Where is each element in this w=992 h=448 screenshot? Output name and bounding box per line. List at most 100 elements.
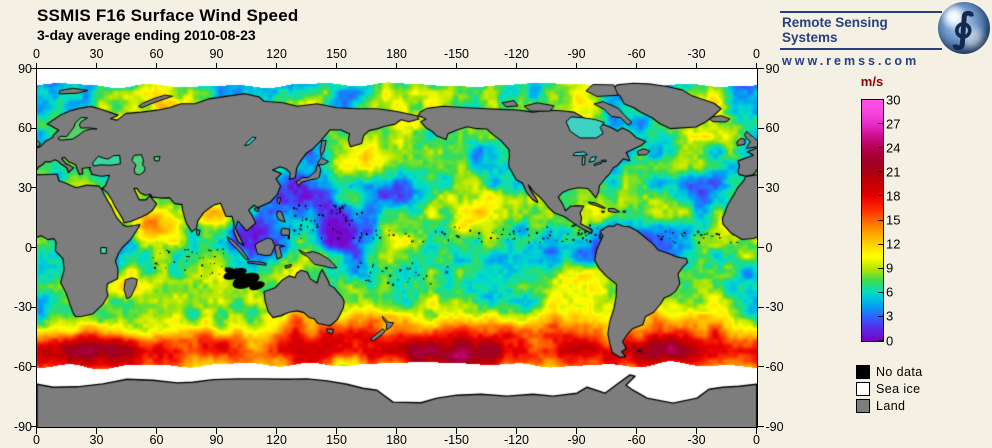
lon-tick-label-top: 120: [266, 46, 287, 61]
lon-tick-label-top: -30: [687, 46, 706, 61]
lat-tick-left: [30, 306, 37, 308]
lat-tick-label-right: 0: [765, 240, 773, 255]
colorbar-tick: [878, 315, 884, 317]
lon-tick-label-top: -90: [567, 46, 586, 61]
lon-tick-label-bottom: 180: [386, 432, 407, 447]
lon-tick-label-bottom: -60: [627, 432, 646, 447]
colorbar-tick-label: 24: [886, 140, 901, 156]
lon-tick-bottom: [576, 427, 577, 434]
colorbar-tick: [878, 147, 884, 149]
lat-tick-right: [757, 426, 764, 427]
lon-tick-label-top: -60: [627, 46, 646, 61]
lat-tick-label-left: -30: [13, 300, 32, 315]
colorbar-tick-label: 18: [886, 188, 901, 204]
lon-tick-bottom: [696, 427, 697, 434]
map-legend: No data Sea ice Land: [856, 363, 923, 414]
lat-tick-label-right: 60: [765, 121, 780, 136]
colorbar-tick: [878, 171, 884, 173]
lat-tick-label-right: 90: [765, 61, 780, 76]
colorbar-tick-label: 6: [886, 284, 894, 300]
remss-logo-name: Remote Sensing Systems: [780, 11, 942, 50]
contour-integral-icon: ∮: [952, 5, 975, 51]
lon-tick-label-bottom: -150: [443, 432, 470, 447]
lat-tick-label-right: -90: [765, 419, 784, 434]
lon-tick-label-top: 30: [89, 46, 104, 61]
lon-tick-label-top: 0: [753, 46, 760, 61]
lon-tick-label-top: 90: [209, 46, 224, 61]
lat-tick-right: [757, 247, 764, 248]
lon-tick-label-bottom: -90: [567, 432, 586, 447]
lat-tick-label-left: 0: [25, 240, 32, 255]
lon-tick-label-top: 0: [33, 46, 40, 61]
lon-tick-label-bottom: 0: [33, 432, 40, 447]
lon-tick-top: [156, 62, 157, 69]
remss-logo: Remote Sensing Systems www.remss.com ∮: [780, 0, 990, 68]
legend-item-sea-ice: Sea ice: [856, 380, 923, 397]
lat-tick-label-left: 60: [18, 121, 32, 136]
earth-globe-logo-icon: ∮: [938, 2, 990, 54]
lon-tick-bottom: [516, 427, 517, 434]
colorbar-tick: [878, 340, 884, 341]
legend-label: No data: [876, 364, 923, 379]
lat-tick-left: [30, 426, 37, 427]
lon-tick-top: [576, 62, 577, 69]
lon-tick-top: [696, 62, 697, 69]
lon-tick-label-bottom: 0: [753, 432, 760, 447]
lon-tick-bottom: [756, 427, 757, 434]
lon-tick-top: [636, 62, 637, 69]
lon-tick-bottom: [156, 427, 157, 434]
lon-tick-label-bottom: 90: [209, 432, 224, 447]
legend-label: Land: [876, 398, 906, 413]
lon-tick-label-top: 180: [386, 46, 407, 61]
colorbar-tick: [878, 123, 884, 125]
colorbar-tick-label: 27: [886, 116, 901, 132]
page-title: SSMIS F16 Surface Wind Speed: [37, 6, 299, 25]
lat-tick-right: [757, 68, 764, 69]
lon-tick-bottom: [96, 427, 97, 434]
colorbar-tick-label: 9: [886, 260, 894, 276]
lon-tick-top: [36, 62, 37, 69]
lon-tick-bottom: [636, 427, 637, 434]
lon-tick-label-bottom: -120: [503, 432, 530, 447]
lon-tick-top: [756, 62, 757, 69]
lon-tick-label-bottom: 120: [266, 432, 287, 447]
lat-tick-left: [30, 247, 37, 248]
legend-label: Sea ice: [876, 381, 921, 396]
remss-website-link[interactable]: www.remss.com: [782, 54, 920, 68]
lat-tick-right: [757, 366, 764, 368]
legend-swatch: [856, 364, 870, 379]
lat-tick-left: [30, 366, 37, 368]
lat-tick-left: [30, 68, 37, 69]
colorbar-tick-label: 21: [886, 164, 901, 180]
lon-tick-top: [336, 62, 337, 69]
colorbar-tick: [878, 219, 884, 221]
lat-tick-label-left: 90: [18, 61, 32, 76]
lat-tick-label-left: -60: [13, 359, 32, 374]
lat-tick-right: [757, 187, 764, 189]
colorbar-tick-label: 0: [886, 333, 894, 348]
lon-tick-bottom: [396, 427, 397, 434]
lon-tick-top: [456, 62, 457, 69]
lat-tick-label-right: 30: [765, 180, 780, 195]
lon-tick-bottom: [336, 427, 337, 434]
colorbar-tick-label: 3: [886, 308, 894, 324]
legend-item-land: Land: [856, 397, 923, 414]
lon-tick-bottom: [276, 427, 277, 434]
lon-tick-bottom: [456, 427, 457, 434]
lon-tick-label-top: -150: [443, 46, 470, 61]
lat-tick-label-left: -90: [13, 419, 32, 434]
lat-tick-label-right: -30: [765, 300, 784, 315]
lon-tick-label-top: 60: [149, 46, 164, 61]
lon-tick-bottom: [36, 427, 37, 434]
lat-tick-left: [30, 127, 37, 129]
legend-swatch: [856, 381, 870, 396]
colorbar-tick: [878, 243, 884, 245]
lon-tick-label-bottom: -30: [687, 432, 706, 447]
lat-tick-left: [30, 187, 37, 189]
lon-tick-bottom: [216, 427, 217, 434]
world-map-frame: [36, 68, 758, 428]
colorbar-tick: [878, 99, 884, 100]
lon-tick-label-bottom: 150: [326, 432, 347, 447]
lon-tick-label-top: -120: [503, 46, 530, 61]
